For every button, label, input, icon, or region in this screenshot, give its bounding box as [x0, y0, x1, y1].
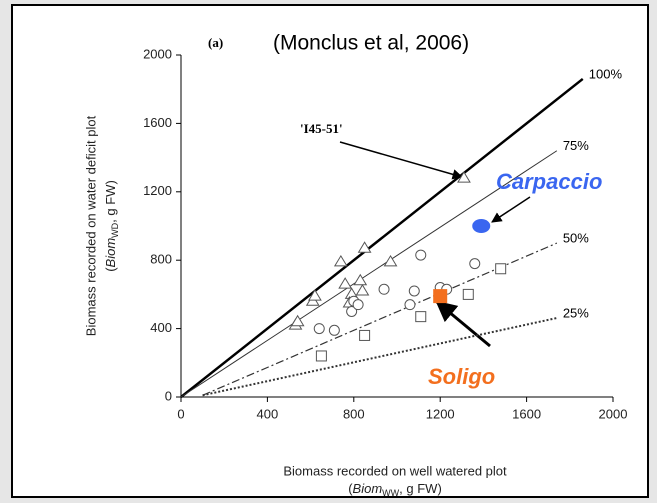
point: [333, 254, 348, 267]
point: [357, 241, 372, 253]
point: [353, 273, 368, 286]
x-tick-label: 1200: [426, 406, 455, 421]
x-axis-label: Biomass recorded on well watered plot: [283, 463, 507, 478]
point-label: Carpaccio: [496, 169, 602, 194]
arrow: [491, 196, 531, 223]
reference-line: [180, 77, 584, 398]
point: [328, 324, 340, 336]
point-label: Soligo: [428, 364, 495, 389]
point: [352, 299, 364, 311]
x-tick-label: 800: [343, 406, 365, 421]
y-tick-label: 2000: [143, 46, 172, 61]
line-label: 75%: [563, 138, 589, 153]
arrow: [339, 141, 464, 180]
point: [313, 323, 325, 335]
y-axis-label: Biomass recorded on water deficit plot: [83, 115, 98, 336]
point: [408, 285, 420, 297]
point: [290, 314, 305, 327]
chart-title: (Monclus et al, 2006): [273, 32, 469, 55]
point: [495, 263, 507, 275]
y-axis-label: (BiomWD, g FW): [103, 180, 120, 272]
point: [462, 288, 474, 300]
point: [469, 258, 481, 270]
point: [404, 299, 416, 311]
y-tick-label: 400: [150, 320, 172, 335]
point: [346, 306, 358, 317]
arrow: [435, 300, 491, 348]
point: [359, 329, 371, 341]
point: [415, 311, 427, 323]
x-tick-label: 2000: [599, 406, 628, 421]
x-tick-label: 1600: [512, 406, 541, 421]
y-tick-label: 1600: [143, 115, 172, 130]
x-tick-label: 400: [257, 406, 279, 421]
point: [433, 289, 448, 304]
point: [378, 283, 390, 295]
point: [383, 254, 398, 267]
point: [457, 171, 471, 183]
y-tick-label: 800: [150, 252, 172, 267]
point: [308, 289, 322, 301]
point: [315, 350, 327, 362]
point: [355, 284, 370, 296]
x-axis-label: (BiomWW, g FW): [348, 481, 442, 498]
reference-line: [202, 317, 558, 397]
y-tick-label: 0: [165, 388, 172, 403]
panel-label: (a): [208, 35, 223, 50]
x-tick-label: 0: [177, 406, 184, 421]
point: [415, 249, 427, 261]
line-label: 50%: [563, 231, 589, 246]
point: [338, 277, 353, 289]
line-label: 25%: [563, 305, 589, 320]
y-tick-label: 1200: [143, 183, 172, 198]
panel: [11, 4, 649, 498]
point: [472, 219, 491, 233]
annotation: 'I45-51': [300, 121, 343, 136]
reference-line: [180, 150, 558, 398]
line-label: 100%: [589, 66, 623, 81]
